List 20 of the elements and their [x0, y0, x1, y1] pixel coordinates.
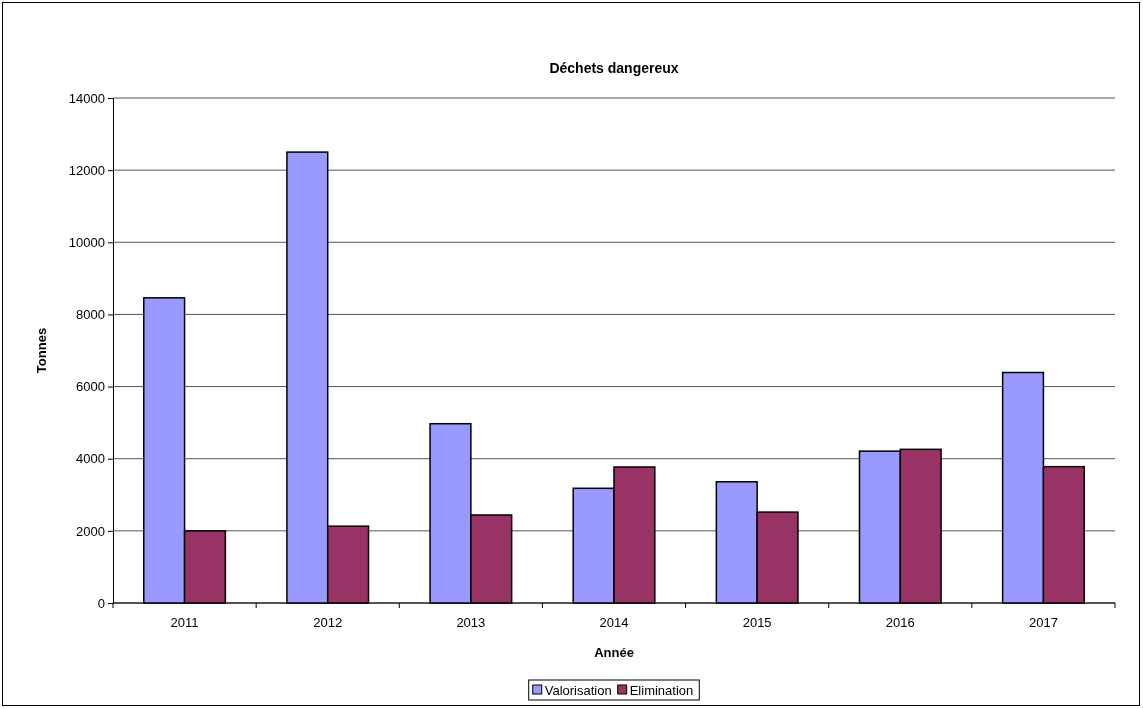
- x-tick-label: 2015: [742, 615, 772, 630]
- y-tick-label: 4000: [76, 451, 105, 467]
- x-axis-title: Année: [594, 645, 634, 660]
- y-tick-label: 2000: [76, 523, 105, 539]
- x-tick-label: 2012: [313, 615, 343, 630]
- y-tick-label: 14000: [68, 90, 105, 106]
- x-tick-label: 2013: [456, 615, 486, 630]
- x-tick-label: 2016: [885, 615, 915, 630]
- y-tick-label: 12000: [68, 162, 105, 178]
- y-tick-label: 0: [97, 595, 105, 611]
- y-tick-label: 6000: [76, 379, 105, 395]
- chart-title: Déchets dangereux: [549, 60, 679, 76]
- y-tick-label: 10000: [68, 234, 105, 250]
- y-tick-label: 8000: [76, 307, 105, 323]
- x-tick-label: 2014: [599, 615, 629, 630]
- x-tick-label: 2011: [170, 615, 199, 630]
- x-tick-label: 2017: [1028, 615, 1058, 630]
- legend-label: Elimination: [629, 682, 694, 698]
- y-axis-title: Tonnes: [34, 327, 49, 374]
- legend-label: Valorisation: [544, 682, 612, 698]
